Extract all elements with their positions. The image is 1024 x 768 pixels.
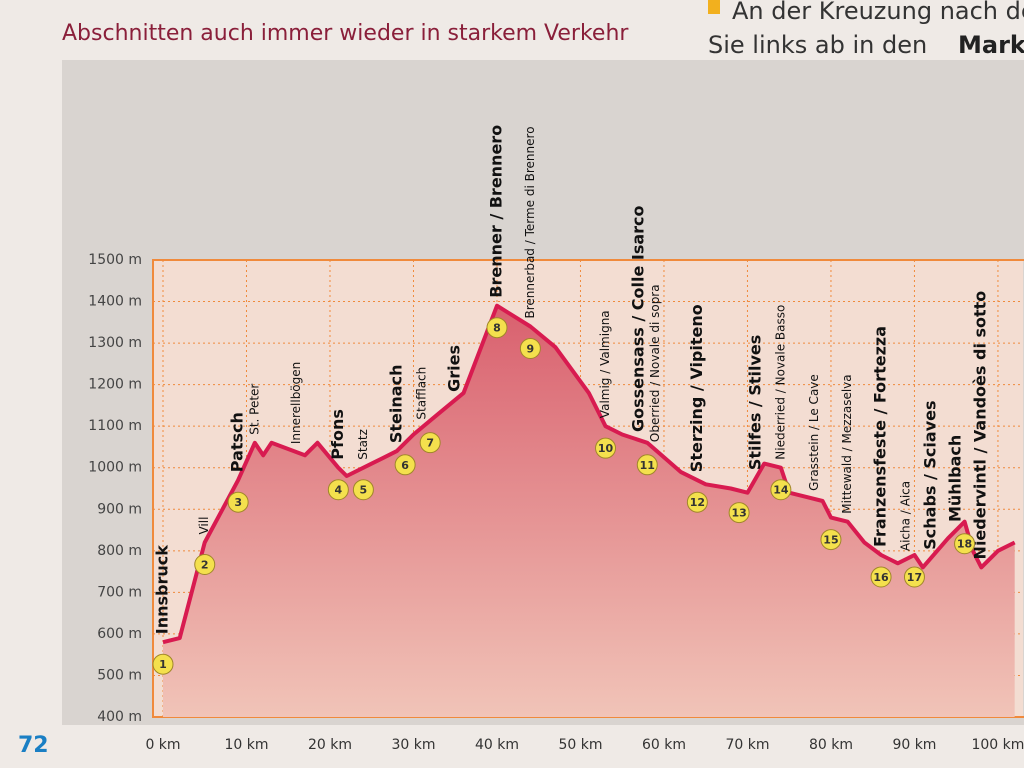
x-tick-label: 60 km bbox=[642, 737, 686, 753]
x-tick-label: 90 km bbox=[892, 737, 936, 753]
stage-number: 8 bbox=[493, 322, 501, 335]
place-label: Oberried / Novale di sopra bbox=[648, 284, 662, 442]
stage-marker bbox=[686, 491, 708, 513]
stage-number: 11 bbox=[640, 459, 655, 472]
x-tick-label: 100 km bbox=[971, 737, 1024, 753]
line bbox=[162, 303, 1016, 645]
x-tick-label: 50 km bbox=[558, 737, 602, 753]
y-tick-label: 900 m bbox=[97, 501, 142, 517]
stage-marker bbox=[820, 529, 842, 551]
place-label: Valmig / Valmigna bbox=[598, 310, 612, 418]
place-label: Grasstein / Le Cave bbox=[807, 374, 821, 491]
place-label: Brenner / Brennero bbox=[486, 125, 505, 298]
x-tick-label: 10 km bbox=[224, 737, 268, 753]
place-label: Stafflach bbox=[414, 367, 428, 420]
stage-marker bbox=[519, 337, 541, 359]
area bbox=[163, 305, 1015, 717]
stage-number: 18 bbox=[957, 538, 972, 551]
y-tick-label: 500 m bbox=[97, 667, 142, 683]
stage-number: 14 bbox=[773, 484, 789, 497]
stage-marker bbox=[954, 533, 976, 555]
stage-marker bbox=[870, 566, 892, 588]
place-label: Sterzing / Vipiteno bbox=[687, 304, 706, 472]
place-label: Brennerbad / Terme di Brennero bbox=[523, 126, 537, 318]
place-label: Vill bbox=[197, 517, 211, 535]
y-tick-label: 1300 m bbox=[88, 335, 142, 351]
stage-marker bbox=[770, 479, 792, 501]
stage-number: 7 bbox=[426, 437, 434, 450]
x-tick-label: 80 km bbox=[809, 737, 853, 753]
stage-number: 16 bbox=[873, 571, 889, 584]
place-label: Niederried / Novale Basso bbox=[773, 305, 787, 460]
place-label: Innerellbögen bbox=[289, 362, 303, 444]
stage-number: 10 bbox=[598, 442, 614, 455]
place-label: Gries bbox=[445, 345, 464, 392]
stage-number: 12 bbox=[690, 496, 705, 509]
y-tick-label: 1500 m bbox=[88, 252, 142, 268]
stage-number: 3 bbox=[234, 496, 242, 509]
x-tick-label: 40 km bbox=[475, 737, 519, 753]
stage-marker bbox=[194, 554, 216, 576]
place-label: Pfons bbox=[328, 409, 347, 460]
stage-marker bbox=[327, 479, 349, 501]
place-label: Innsbruck bbox=[153, 545, 172, 634]
place-label: Steinach bbox=[386, 365, 405, 444]
header-text: Markt bbox=[958, 31, 1024, 59]
y-tick-label: 600 m bbox=[97, 626, 142, 642]
y-tick-label: 400 m bbox=[97, 709, 142, 725]
x-tick-label: 70 km bbox=[725, 737, 769, 753]
place-label: Schabs / Sciaves bbox=[921, 400, 940, 549]
place-label: Niedervintl / Vandoès di sotto bbox=[971, 291, 990, 560]
stage-number: 6 bbox=[401, 459, 409, 472]
x-tick-label: 20 km bbox=[308, 737, 352, 753]
y-tick-label: 1200 m bbox=[88, 377, 142, 393]
stage-marker bbox=[728, 502, 750, 524]
place-label: Statz bbox=[356, 429, 370, 460]
stage-marker bbox=[419, 432, 441, 454]
stage-number: 17 bbox=[907, 571, 922, 584]
y-tick-label: 1100 m bbox=[88, 418, 142, 434]
place-label: Franzensfeste / Fortezza bbox=[871, 326, 890, 547]
stage-number: 9 bbox=[527, 342, 535, 355]
place-label: Patsch bbox=[228, 412, 247, 472]
y-tick-label: 1000 m bbox=[88, 460, 142, 476]
bullet bbox=[708, 0, 720, 14]
stage-marker bbox=[394, 454, 416, 476]
place-label: Stilfes / Stilves bbox=[745, 335, 764, 470]
stage-number: 2 bbox=[201, 559, 209, 572]
stage-marker bbox=[903, 566, 925, 588]
x-tick-label: 0 km bbox=[145, 737, 180, 753]
header-text: An der Kreuzung nach de bbox=[732, 0, 1024, 25]
stage-marker bbox=[636, 454, 658, 476]
page-number: 72 bbox=[18, 733, 49, 758]
stage-number: 5 bbox=[360, 484, 368, 497]
header-text: Abschnitten auch immer wieder in starkem… bbox=[62, 21, 629, 46]
place-label: St. Peter bbox=[247, 384, 261, 435]
place-label: Gossensass / Colle Isarco bbox=[628, 205, 647, 432]
stage-number: 13 bbox=[731, 507, 746, 520]
stage-marker bbox=[486, 317, 508, 339]
stage-marker bbox=[227, 491, 249, 513]
stage-marker bbox=[352, 479, 374, 501]
x-tick-label: 30 km bbox=[391, 737, 435, 753]
y-tick-label: 800 m bbox=[97, 543, 142, 559]
y-tick-label: 700 m bbox=[97, 584, 142, 600]
header-text: Sie links ab in den bbox=[708, 31, 927, 59]
stage-number: 1 bbox=[159, 658, 167, 671]
place-label: Aicha / Aica bbox=[899, 481, 913, 551]
stage-marker bbox=[595, 437, 617, 459]
stage-marker bbox=[152, 653, 174, 675]
place-label: Mittewald / Mezzaselva bbox=[840, 374, 854, 513]
stage-number: 4 bbox=[335, 484, 343, 497]
stage-number: 15 bbox=[823, 534, 838, 547]
y-tick-label: 1400 m bbox=[88, 294, 142, 310]
place-label: Mühlbach bbox=[946, 435, 965, 522]
